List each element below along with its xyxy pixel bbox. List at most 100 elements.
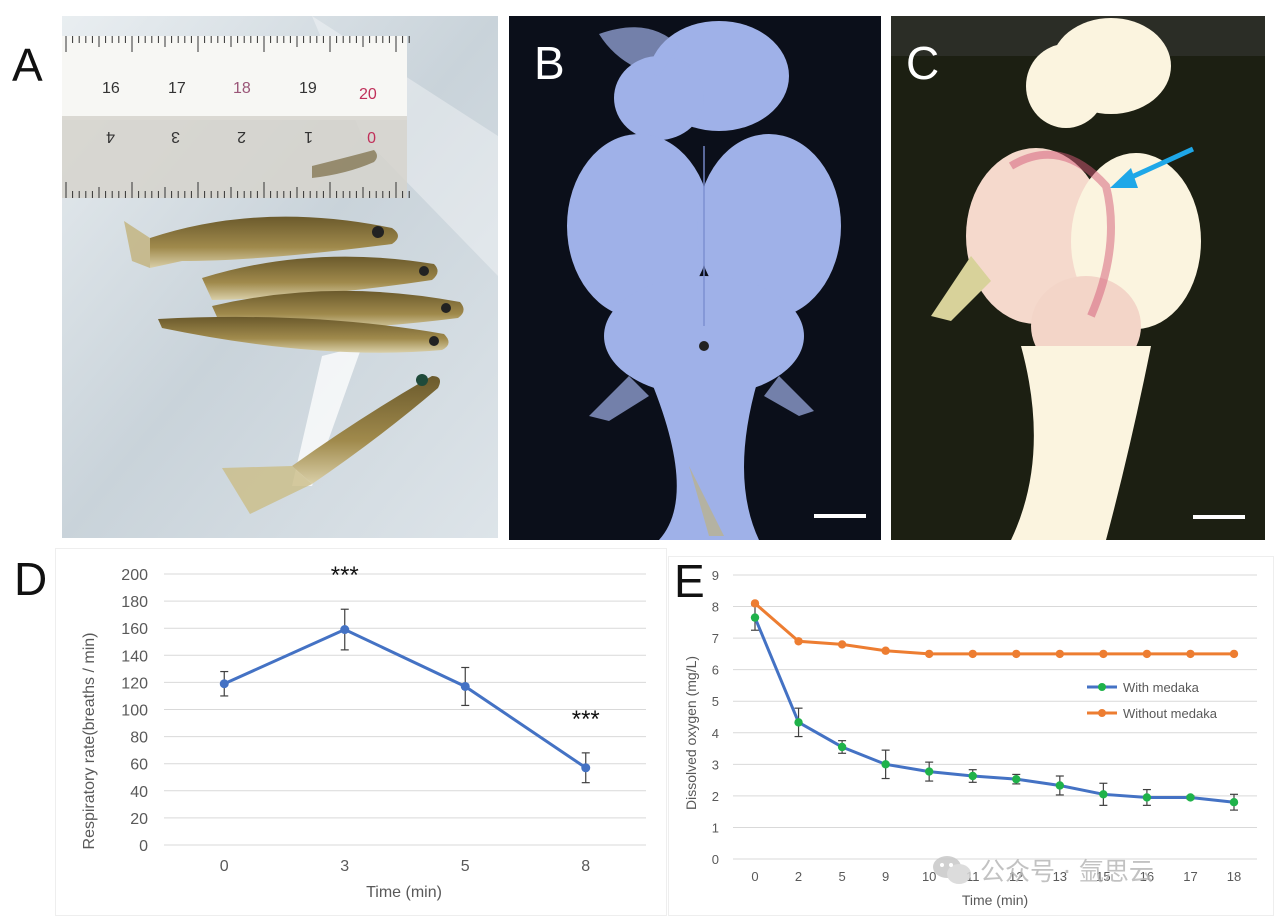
data-point-without-medaka	[1229, 649, 1239, 659]
ruler-mark-19: 19	[299, 80, 317, 97]
data-point-with-medaka	[837, 742, 847, 752]
y-tick-label-e: 6	[712, 663, 719, 678]
y-tick-label-e: 8	[712, 600, 719, 615]
y-tick-label-d: 180	[121, 594, 148, 611]
y-tick-label-d: 120	[121, 675, 148, 692]
data-point-d	[460, 681, 470, 691]
x-tick-label-e: 10	[922, 869, 936, 884]
y-tick-label-e: 4	[712, 726, 719, 741]
x-tick-label-e: 15	[1096, 869, 1110, 884]
x-tick-label-e: 12	[1009, 869, 1023, 884]
data-point-without-medaka	[837, 640, 847, 649]
ruler-mark-20: 20	[359, 86, 377, 103]
x-tick-label-d: 0	[220, 858, 229, 875]
x-tick-label-e: 17	[1183, 869, 1197, 884]
x-tick-label-e: 16	[1140, 869, 1154, 884]
data-point-with-medaka	[1142, 793, 1152, 802]
legend-label-with-medaka: With medaka	[1123, 680, 1200, 695]
x-tick-label-e: 2	[795, 869, 802, 884]
y-axis-label-e: Dissolved oxygen (mg/L)	[683, 656, 699, 810]
series-line-respiratory	[223, 627, 587, 770]
series-line-without-medaka	[754, 602, 1234, 656]
scale-bar-b	[814, 514, 866, 518]
x-tick-label-e: 5	[838, 869, 845, 884]
data-point-d	[219, 679, 229, 689]
medaka-fish-group	[124, 150, 464, 514]
data-point-d	[340, 625, 350, 635]
y-tick-label-e: 9	[712, 568, 719, 583]
panel-letter-d: D	[14, 553, 48, 605]
watermark-text: 公众号 · 氩思云	[980, 857, 1154, 886]
data-point-without-medaka	[1012, 649, 1021, 659]
data-point-without-medaka	[1099, 649, 1108, 659]
data-point-d	[581, 763, 591, 773]
legend-marker-with-medaka	[1098, 683, 1106, 691]
ruler-mark-16: 16	[102, 80, 120, 97]
y-tick-label-e: 5	[712, 694, 719, 709]
y-tick-label-d: 200	[121, 567, 148, 584]
data-point-with-medaka	[1229, 798, 1239, 807]
data-point-with-medaka	[881, 760, 890, 769]
data-point-with-medaka	[1012, 774, 1021, 784]
x-tick-label-e: 0	[751, 869, 758, 884]
legend-e: With medaka Without medaka	[1087, 680, 1218, 721]
x-tick-label-e: 9	[882, 869, 889, 884]
x-tick-label-e: 18	[1227, 869, 1241, 884]
ruler-mark-3: 3	[171, 128, 180, 145]
ruler-mark-2: 2	[237, 128, 246, 145]
ruler-mark-0: 0	[367, 128, 376, 145]
legend-marker-without-medaka	[1098, 709, 1106, 717]
panel-letter-e: E	[674, 555, 705, 607]
x-tick-label-d: 8	[581, 858, 590, 875]
y-tick-label-d: 80	[130, 730, 148, 747]
x-axis-label-e: Time (min)	[962, 892, 1028, 908]
ruler-mark-17: 17	[168, 80, 186, 97]
y-axis-label-d: Respiratory rate(breaths / min)	[81, 633, 98, 850]
ruler-mark-1: 1	[304, 128, 313, 145]
y-tick-label-e: 7	[712, 631, 719, 646]
y-tick-label-d: 40	[130, 784, 148, 801]
legend-label-without-medaka: Without medaka	[1123, 706, 1218, 721]
y-tick-label-d: 160	[121, 621, 148, 638]
data-point-without-medaka	[924, 649, 934, 659]
chat-bubble-icon	[933, 856, 971, 884]
data-point-without-medaka	[1055, 649, 1065, 659]
data-point-with-medaka	[794, 718, 803, 727]
data-point-without-medaka	[881, 646, 890, 655]
y-tick-label-e: 2	[712, 789, 719, 804]
y-tick-label-e: 1	[712, 820, 719, 835]
x-tick-label-d: 5	[461, 858, 470, 875]
photo-medaka-ruler: 16 17 18 19 20 4 3 2 1 0	[62, 16, 498, 538]
significance-annotation: ***	[572, 706, 600, 733]
series-line-with-medaka	[753, 617, 1235, 804]
y-tick-label-e: 0	[712, 852, 719, 867]
watermark: 公众号 · 氩思云	[932, 848, 1252, 892]
ruler-mark-18: 18	[233, 80, 251, 97]
x-tick-label-d: 3	[340, 858, 349, 875]
y-tick-label-d: 140	[121, 648, 148, 665]
arrow-indicator	[1110, 146, 1195, 188]
data-point-with-medaka	[968, 771, 977, 781]
y-tick-label-e: 3	[712, 757, 719, 772]
ruler-mark-4: 4	[106, 128, 115, 145]
data-point-without-medaka	[750, 599, 760, 608]
panel-letter-b: B	[534, 37, 565, 89]
data-point-without-medaka	[1142, 649, 1152, 659]
x-axis-label-d: Time (min)	[366, 884, 442, 901]
data-point-with-medaka	[1099, 790, 1108, 799]
y-tick-label-d: 100	[121, 703, 148, 720]
y-tick-label-d: 60	[130, 757, 148, 774]
data-point-with-medaka	[750, 613, 760, 622]
y-tick-label-d: 0	[139, 838, 148, 855]
data-point-without-medaka	[968, 649, 977, 659]
ruler-top	[62, 36, 407, 120]
photo-brain-blue	[509, 16, 881, 540]
data-point-without-medaka	[794, 637, 803, 646]
data-point-with-medaka	[924, 767, 934, 776]
data-point-with-medaka	[1055, 781, 1065, 790]
scale-bar-c	[1193, 515, 1245, 519]
